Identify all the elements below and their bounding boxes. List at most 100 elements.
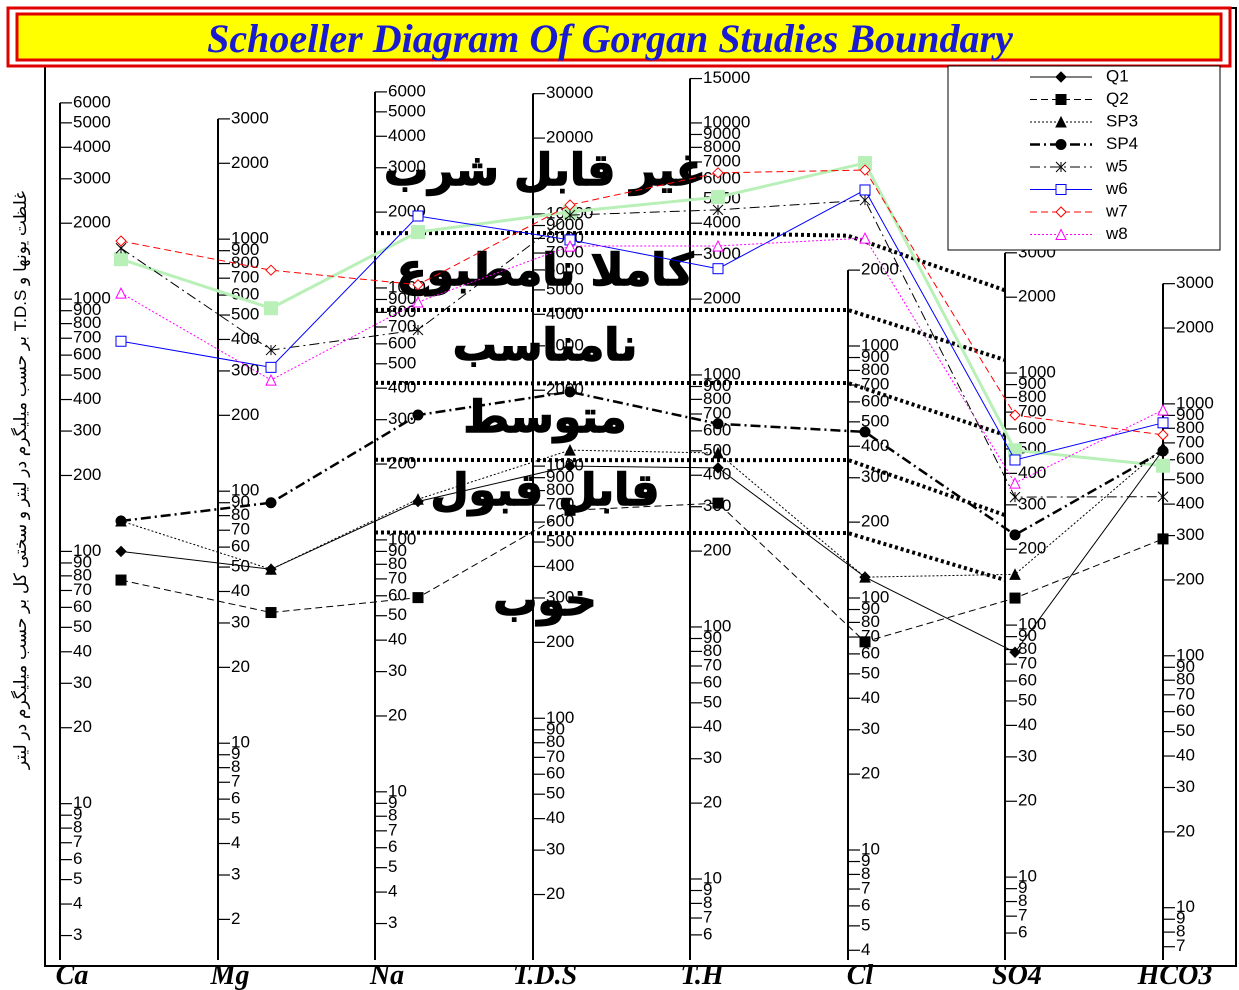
y-tick-label: 900 [73,300,101,319]
y-tick-label: 200 [388,454,416,473]
y-tick-label: 10 [231,733,250,752]
y-tick-label: 7 [73,832,82,851]
y-tick-label: 900 [1018,374,1046,393]
y-tick-label: 7 [1018,906,1027,925]
title-box [15,12,1223,62]
y-tick-label: 2000 [231,153,269,172]
marker [1009,592,1021,604]
y-tick-label: 50 [861,663,880,682]
y-tick-label: 30000 [546,83,593,102]
marker [1055,228,1067,240]
y-tick-label: 70 [73,580,92,599]
y-tick-label: 600 [1176,449,1204,468]
y-tick-label: 8000 [703,137,741,156]
y-tick-label: 50 [388,605,407,624]
y-tick-label: 400 [1018,463,1046,482]
series-line [120,447,1164,578]
y-tick-label: 50 [703,692,722,711]
y-tick-label: 900 [388,289,416,308]
y-tick-label: 3000 [703,244,741,263]
y-tick-label: 5 [388,857,397,876]
marker [564,209,576,221]
y-tick-label: 5 [73,869,82,888]
y-tick-label: 400 [73,389,101,408]
y-tick-label: 7 [388,820,397,839]
marker [564,199,576,211]
y-tick-label: 300 [388,409,416,428]
y-tick-label: 60 [703,672,722,691]
y-tick-label: 200 [861,512,889,531]
y-tick-label: 90 [861,599,880,618]
y-tick-label: 4000 [73,137,111,156]
y-tick-label: 800 [703,389,731,408]
y-tick-label: 30 [546,840,565,859]
y-tick-label: 6000 [388,81,426,100]
y-tick-label: 8 [1176,922,1185,941]
y-tick-label: 400 [861,436,889,455]
marker [712,167,724,179]
y-tick-label: 700 [1018,402,1046,421]
series-line [120,169,1164,436]
y-tick-label: 100 [231,481,259,500]
y-tick-label: 7000 [703,151,741,170]
y-tick-label: 400 [1176,494,1204,513]
series-line [120,390,1164,537]
marker [265,497,277,509]
y-tick-label: 600 [73,345,101,364]
y-tick-label: 100 [1176,645,1204,664]
marker [1009,454,1021,466]
y-tick-label: 80 [388,554,407,573]
y-tick-label: 200 [231,405,259,424]
marker [412,493,424,505]
marker [1055,94,1067,105]
marker [115,574,127,586]
marker [1055,161,1067,173]
marker [1055,71,1067,83]
y-tick-label: 40 [1018,715,1037,734]
y-tick-label: 10 [1018,867,1037,886]
y-tick-label: 100 [546,708,574,727]
y-tick-label: 80 [231,505,250,524]
marker [712,418,724,430]
highlight-marker [411,225,425,240]
y-tick-label: 7 [231,772,240,791]
y-tick-label: 200 [1176,569,1204,588]
y-tick-label: 50 [546,784,565,803]
marker [712,497,724,509]
legend-label: w7 [1105,201,1128,220]
y-tick-label: 600 [388,333,416,352]
y-tick-label: 900 [231,240,259,259]
y-tick-label: 3000 [388,157,426,176]
marker [265,607,277,619]
y-tick-label: 80 [703,641,722,660]
y-tick-label: 60 [1176,701,1195,720]
y-tick-label: 800 [73,313,101,332]
y-tick-label: 9 [703,880,712,899]
legend-label: w5 [1105,156,1128,175]
y-tick-label: 50 [1018,690,1037,709]
zone-label: قابل قبول [431,465,660,516]
y-tick-label: 30 [73,673,92,692]
y-tick-label: 80 [1018,639,1037,658]
marker [1055,115,1067,128]
y-tick-label: 50 [1176,721,1195,740]
y-tick-label: 600 [546,512,574,531]
y-tick-label: 20 [703,793,722,812]
y-tick-label: 9 [231,744,240,763]
category-label: Ca [56,960,89,990]
y-tick-label: 1000 [703,364,741,383]
y-tick-label: 30 [1018,746,1037,765]
y-tick-label: 30 [1176,777,1195,796]
y-tick-label: 50 [73,617,92,636]
highlight-marker [264,301,278,316]
y-tick-label: 90 [73,552,92,571]
y-tick-label: 8 [73,818,82,837]
zone-boundary [374,307,1006,362]
y-tick-label: 800 [546,480,574,499]
y-tick-label: 5000 [546,279,584,298]
y-tick-label: 7 [861,879,870,898]
y-tick-label: 20 [546,884,565,903]
marker [1009,646,1021,658]
y-tick-label: 900 [861,347,889,366]
